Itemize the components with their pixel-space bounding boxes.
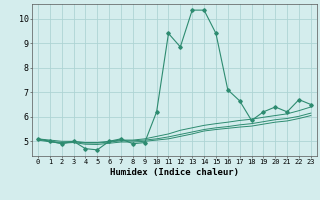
X-axis label: Humidex (Indice chaleur): Humidex (Indice chaleur) (110, 168, 239, 177)
